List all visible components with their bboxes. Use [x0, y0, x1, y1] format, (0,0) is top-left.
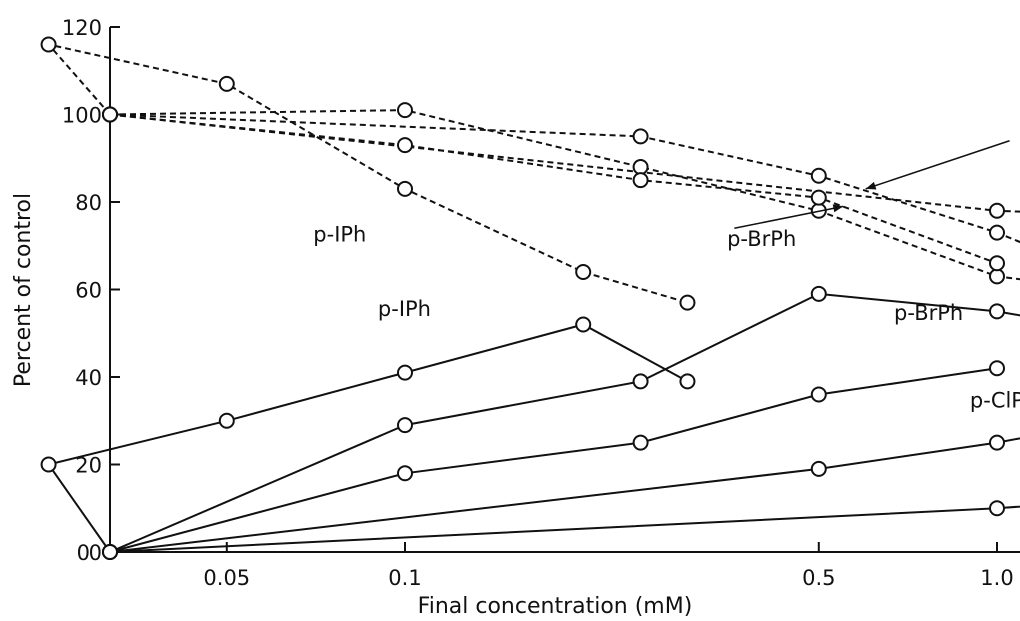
data-point-p-clph	[397, 465, 413, 482]
data-point-p-clph	[810, 386, 827, 403]
data-point-p-fph	[989, 434, 1005, 451]
data-point-p-brph	[397, 417, 413, 434]
data-point-p-fph	[810, 460, 827, 477]
series-line-ph-dashed	[109, 113, 1020, 213]
data-point-p-iph	[679, 294, 696, 311]
data-point-p-clph	[632, 434, 649, 451]
annotation-arrowhead	[865, 181, 877, 190]
annotation-arrow	[734, 205, 844, 229]
series-line-p-brph-dashed	[109, 109, 1020, 281]
data-point-p-brph	[989, 303, 1005, 320]
series-annotations: p-IPhp-BrPhp-ClPhPhp-FPhp-IPhp-BrPhp-ClP…	[313, 140, 1020, 413]
y-tick-label: 80	[75, 191, 102, 215]
series-line-p-fph-solid	[109, 437, 1020, 553]
data-point-p-iph	[397, 180, 413, 197]
y-tick-label: 100	[62, 104, 102, 128]
data-point-p-iph	[218, 75, 235, 92]
x-tick-label: 1.0	[980, 566, 1013, 590]
series-markers	[40, 36, 1005, 560]
y-tick-label: 0	[89, 541, 102, 565]
series-annotation: p-BrPh	[727, 227, 796, 251]
x-tick-label: 0	[77, 541, 90, 565]
series-line-p-clph-dashed	[109, 113, 998, 265]
data-point-p-clph	[989, 360, 1005, 377]
data-point-p-iph	[218, 412, 235, 429]
series-annotation: p-IPh	[313, 222, 366, 246]
series-annotation: p-BrPh	[894, 301, 963, 325]
data-point-p-brph	[632, 159, 649, 175]
data-point-ph	[102, 106, 118, 123]
series-annotation: p-ClPh	[970, 389, 1020, 413]
data-point-ph	[989, 500, 1005, 517]
data-point-p-clph	[989, 255, 1005, 272]
x-tick-label: 0.05	[203, 566, 250, 590]
data-point-p-brph	[989, 268, 1005, 285]
data-point-p-fph	[810, 167, 827, 184]
y-axis-label: Percent of control	[11, 193, 36, 387]
data-point-p-brph	[810, 285, 827, 302]
data-point-p-iph	[40, 36, 57, 53]
series-line-p-clph-solid	[109, 367, 998, 553]
data-point-p-iph	[40, 456, 57, 473]
data-point-p-clph	[810, 189, 827, 206]
y-tick-label: 60	[75, 279, 102, 303]
data-point-p-brph	[632, 373, 649, 390]
series-line-p-iph-solid	[46, 323, 688, 553]
series-lines	[45, 42, 1020, 553]
x-tick-label: 0.1	[388, 566, 421, 590]
data-point-ph	[102, 544, 118, 560]
series-line-p-fph-dashed	[109, 113, 1020, 244]
data-point-p-fph	[632, 128, 649, 145]
series-annotation: p-IPh	[378, 297, 431, 321]
data-point-p-clph	[632, 172, 649, 189]
annotation-arrow	[865, 140, 1010, 190]
data-point-p-brph	[397, 102, 413, 119]
data-point-p-iph	[679, 373, 696, 390]
x-axis-label: Final concentration (mM)	[418, 594, 693, 619]
x-tick-label: 0.5	[802, 566, 835, 590]
data-point-p-iph	[397, 364, 413, 381]
data-point-ph	[989, 202, 1005, 219]
data-point-p-iph	[575, 316, 592, 333]
y-tick-label: 40	[75, 366, 102, 390]
data-point-p-iph	[575, 264, 592, 280]
data-point-p-fph	[989, 224, 1005, 241]
series-line-ph-solid	[109, 505, 1020, 553]
annotation-arrowhead	[832, 204, 844, 213]
series-line-p-brph-solid	[109, 292, 1020, 553]
y-tick-label: 120	[62, 16, 102, 40]
data-point-p-clph	[397, 137, 413, 154]
